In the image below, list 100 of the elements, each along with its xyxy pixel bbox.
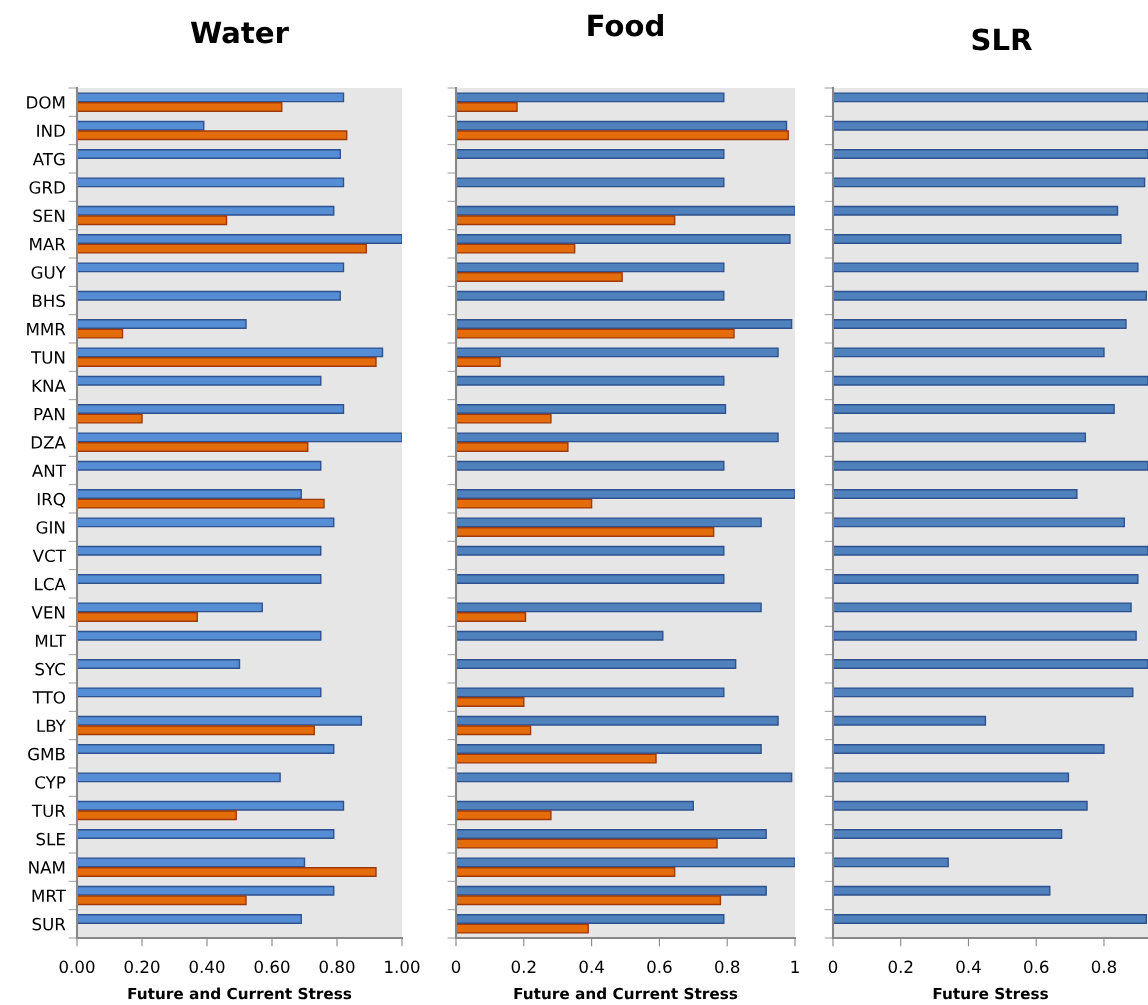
bar	[833, 120, 1148, 131]
bar	[456, 659, 737, 669]
bar	[456, 914, 725, 924]
bar	[456, 829, 767, 839]
bar	[456, 432, 779, 443]
y-tick-label: MMR	[27, 323, 66, 336]
bar	[456, 612, 527, 622]
bar	[77, 460, 322, 471]
bar	[456, 413, 552, 424]
bar	[456, 375, 725, 386]
bar	[456, 498, 593, 509]
y-tick-label: VCT	[32, 549, 66, 563]
bar	[833, 404, 1115, 414]
bar	[833, 857, 949, 868]
bar	[77, 347, 384, 358]
bar	[456, 838, 718, 849]
bar	[77, 545, 322, 556]
x-axis-title: Future and Current Stress	[128, 987, 352, 1000]
y-tick-label: SUR	[32, 917, 66, 931]
bar	[77, 328, 124, 339]
bar	[456, 328, 735, 339]
bar	[456, 92, 725, 103]
y-tick-label: CYP	[35, 776, 66, 789]
bar	[77, 687, 322, 698]
bar	[833, 829, 1063, 839]
y-tick-label: SEN	[33, 209, 65, 223]
x-tick-label: 0.4	[579, 960, 604, 974]
bar	[77, 659, 241, 669]
bar	[456, 744, 762, 754]
bar	[77, 243, 367, 254]
x-tick-label: 0.60	[254, 960, 290, 974]
bar	[456, 120, 788, 131]
bar	[77, 149, 341, 159]
bar	[77, 432, 402, 443]
bar	[456, 753, 657, 764]
x-tick-label: 0.2	[888, 960, 913, 974]
y-tick-label: MRT	[32, 889, 66, 902]
bar	[77, 574, 322, 584]
bar	[456, 102, 518, 112]
y-tick-label: SLE	[36, 832, 65, 846]
bar	[456, 725, 532, 736]
y-tick-label: TTO	[32, 691, 65, 704]
y-tick-label: SYC	[35, 662, 65, 676]
bar	[77, 829, 335, 839]
bar	[456, 810, 552, 821]
bar	[77, 612, 198, 622]
bar	[456, 177, 725, 188]
bar	[456, 205, 795, 216]
y-tick-label: TUR	[31, 804, 66, 818]
bar	[833, 800, 1088, 811]
bar	[456, 715, 779, 726]
bar	[77, 914, 302, 924]
bar	[833, 574, 1139, 584]
bar	[833, 744, 1105, 754]
bar	[77, 120, 205, 131]
bar	[833, 545, 1148, 556]
bar	[833, 460, 1148, 471]
y-tick-label: ANT	[31, 464, 66, 477]
bar	[833, 489, 1078, 499]
bar	[456, 149, 725, 159]
bar	[77, 800, 345, 811]
y-tick-label: NAM	[29, 861, 65, 874]
bar	[456, 517, 762, 528]
bar	[77, 102, 283, 112]
bar	[833, 914, 1148, 924]
bar	[456, 262, 725, 273]
bar	[77, 234, 402, 244]
chart-title: Water	[190, 21, 289, 44]
bar	[77, 205, 335, 216]
x-tick-label: 0.6	[1024, 960, 1049, 974]
bar	[77, 810, 237, 821]
bar	[833, 149, 1148, 159]
bar	[77, 442, 309, 452]
y-tick-label: DOM	[27, 96, 65, 109]
bar	[833, 92, 1148, 103]
bar	[833, 432, 1087, 443]
bar	[77, 857, 306, 868]
bar	[77, 517, 335, 528]
x-tick-label: 0.4	[956, 960, 981, 974]
bar	[77, 130, 348, 141]
bar	[833, 347, 1105, 358]
y-tick-label: VEN	[31, 606, 65, 619]
bar	[456, 347, 779, 358]
bar	[456, 857, 795, 868]
bar	[77, 375, 322, 386]
x-tick-label: 0	[828, 960, 838, 974]
x-axis-title: Future and Current Stress	[514, 987, 738, 1000]
bar	[77, 262, 345, 273]
y-tick-label: LCA	[35, 577, 66, 591]
bar	[456, 290, 725, 301]
x-tick-label: 1	[791, 960, 799, 973]
bar	[456, 130, 789, 141]
y-tick-label: TUN	[30, 351, 65, 364]
bar	[456, 272, 623, 282]
y-tick-label: PAN	[34, 408, 65, 421]
bar	[456, 234, 791, 244]
y-tick-label: MAR	[30, 238, 66, 251]
bar	[77, 772, 281, 783]
bar	[77, 885, 335, 896]
bar	[456, 404, 727, 414]
